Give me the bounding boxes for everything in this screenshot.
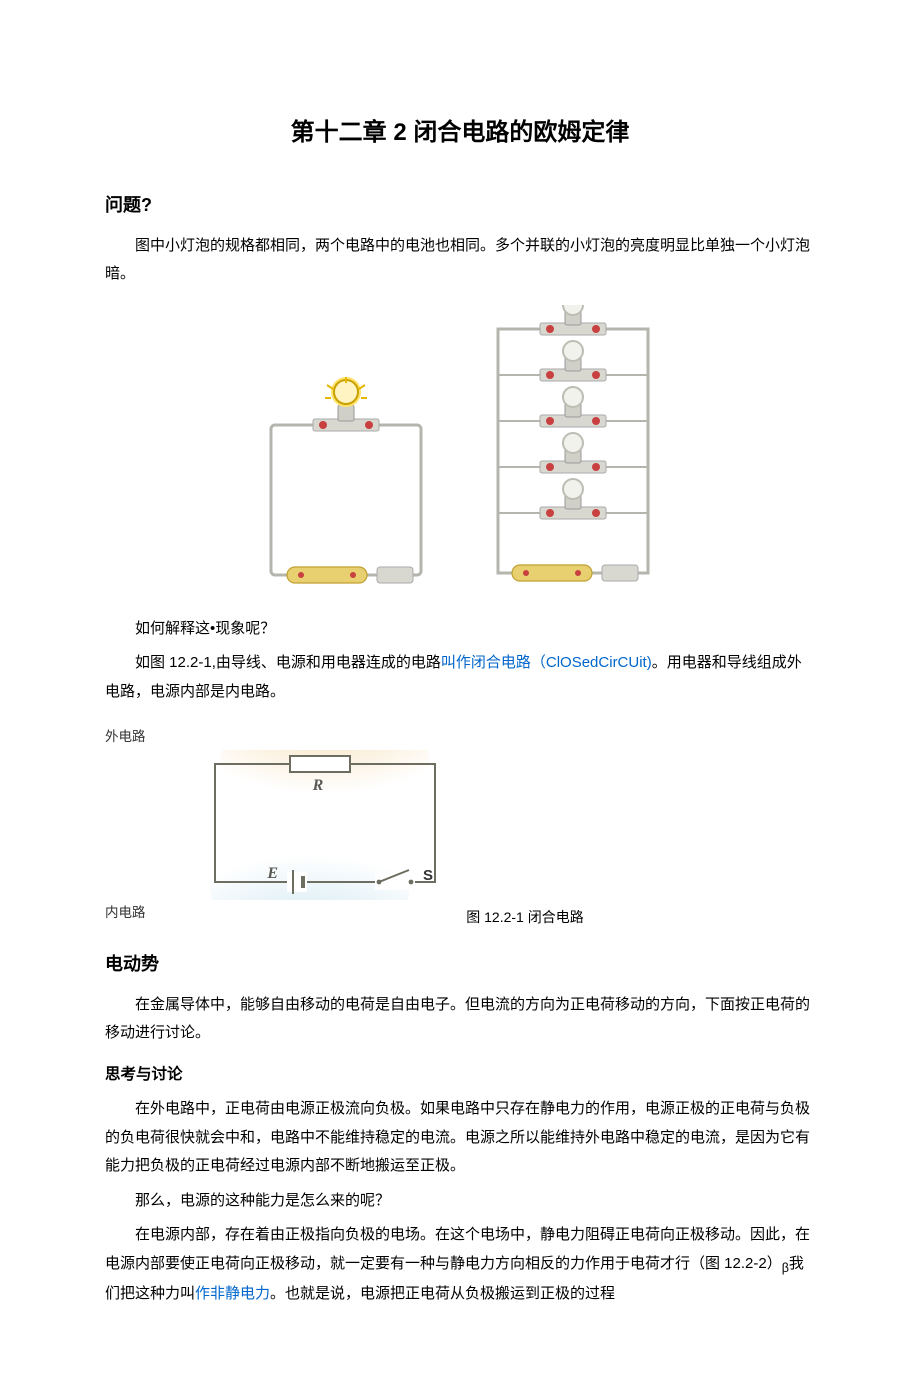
page-title: 第十二章 2 闭合电路的欧姆定律 xyxy=(105,110,815,156)
def-a: 如图 12.2-1,由导线、电源和用电器连成的电路 xyxy=(135,654,441,671)
figure-circuits xyxy=(105,305,815,605)
closed-circuit-svg: R E S xyxy=(195,750,455,900)
emf-p1: 在金属导体中，能够自由移动的电荷是自由电子。但电流的方向为正电荷移动的方向，下面… xyxy=(105,991,815,1048)
non-electrostatic-term: 作非静电力 xyxy=(195,1285,270,1302)
beta-sub: β xyxy=(782,1261,789,1275)
emf-p4a: 在电源内部，存在着由正极指向负极的电场。在这个电场中，静电力阻碍正电荷向正极移动… xyxy=(105,1226,810,1272)
circuit-parallel-bulbs xyxy=(478,305,668,605)
think-discuss-heading: 思考与讨论 xyxy=(105,1060,815,1089)
closed-circuit-def: 如图 12.2-1,由导线、电源和用电器连成的电路叫作闭合电路（ClOSedCi… xyxy=(105,649,815,706)
emf-p3: 那么，电源的这种能力是怎么来的呢？ xyxy=(105,1187,815,1216)
E-label: E xyxy=(266,865,278,882)
figure-closed-circuit: 外电路 xyxy=(105,724,815,930)
S-label: S xyxy=(423,867,433,884)
inner-circuit-label: 内电路 xyxy=(105,900,195,926)
emf-heading: 电动势 xyxy=(105,947,815,981)
question-heading: 问题? xyxy=(105,188,815,222)
circuit-single-bulb xyxy=(253,375,438,605)
emf-p2: 在外电路中，正电荷由电源正极流向负极。如果电路中只存在静电力的作用，电源正极的正… xyxy=(105,1095,815,1181)
question-followup: 如何解释这•现象呢？ xyxy=(105,615,815,644)
emf-p4d: 。也就是说，电源把正电荷从负极搬运到正极的过程 xyxy=(270,1285,615,1302)
R-label: R xyxy=(312,777,324,794)
figure-caption: 图 12.2-1 闭合电路 xyxy=(235,904,815,931)
emf-p4: 在电源内部，存在着由正极指向负极的电场。在这个电场中，静电力阻碍正电荷向正极移动… xyxy=(105,1221,815,1309)
closed-circuit-term: 叫作闭合电路（ClOSedCirCUit) xyxy=(441,654,652,671)
question-intro: 图中小灯泡的规格都相同，两个电路中的电池也相同。多个并联的小灯泡的亮度明显比单独… xyxy=(105,232,815,289)
outer-circuit-label: 外电路 xyxy=(105,724,195,750)
